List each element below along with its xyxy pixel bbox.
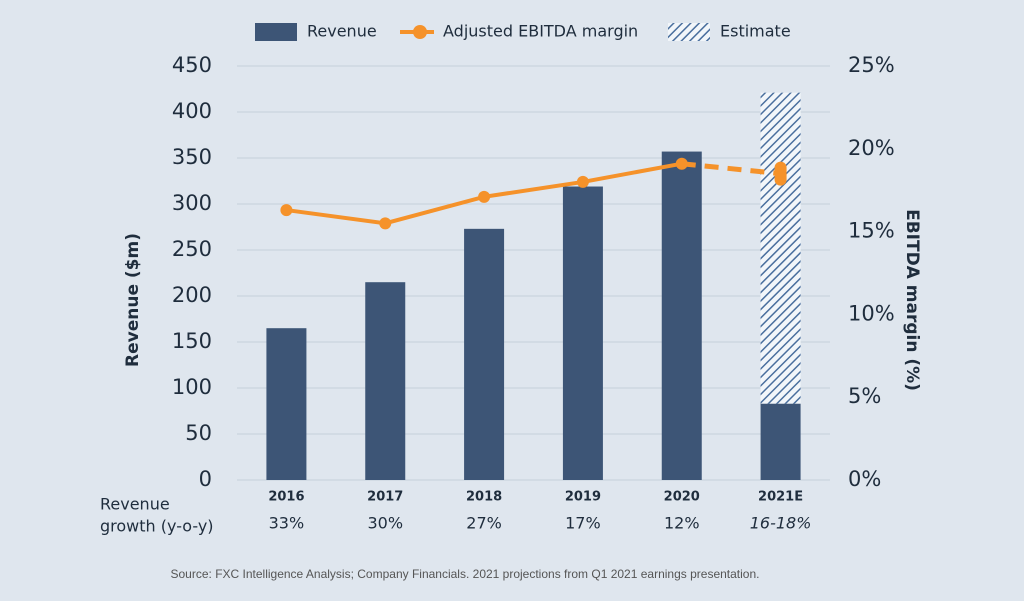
- source-note: Source: FXC Intelligence Analysis; Compa…: [171, 567, 760, 581]
- legend-swatch: [668, 23, 710, 41]
- legend-label: Estimate: [720, 22, 791, 41]
- marker: [576, 175, 589, 188]
- estimate-bar: [760, 92, 801, 404]
- bar: [661, 151, 702, 480]
- marker: [379, 217, 392, 230]
- growth-label: 17%: [565, 514, 601, 533]
- y2-tick-label: 0%: [848, 467, 881, 491]
- y-tick-label: 300: [172, 191, 212, 215]
- x-tick-label: 2018: [466, 490, 502, 505]
- bar: [562, 186, 603, 480]
- marker-estimate: [774, 161, 787, 186]
- y2-tick-label: 10%: [848, 301, 895, 325]
- marker: [478, 190, 491, 203]
- y2-tick-label: 25%: [848, 53, 895, 77]
- y2-axis-label: EBITDA margin (%): [902, 209, 922, 391]
- x-tick-label: 2019: [565, 490, 601, 505]
- growth-label: 30%: [367, 514, 403, 533]
- legend-label: Adjusted EBITDA margin: [443, 22, 638, 41]
- growth-label: 16-18%: [750, 514, 812, 533]
- y-tick-label: 150: [172, 329, 212, 353]
- y-tick-label: 100: [172, 375, 212, 399]
- bar: [365, 282, 406, 480]
- legend-marker: [413, 25, 427, 39]
- y-tick-label: 0: [199, 467, 212, 491]
- bar: [266, 328, 307, 480]
- y-tick-label: 200: [172, 283, 212, 307]
- bar: [760, 403, 801, 480]
- legend-swatch: [255, 23, 297, 41]
- y-tick-label: 350: [172, 145, 212, 169]
- y-tick-label: 50: [185, 421, 212, 445]
- x-tick-label: 2021E: [758, 490, 803, 505]
- growth-label: 12%: [664, 514, 700, 533]
- growth-title: Revenue: [100, 495, 170, 514]
- growth-title: growth (y-o-y): [100, 517, 214, 536]
- legend-label: Revenue: [307, 22, 377, 41]
- y-tick-label: 400: [172, 99, 212, 123]
- y-tick-label: 450: [172, 53, 212, 77]
- y-tick-label: 250: [172, 237, 212, 261]
- x-tick-label: 2017: [367, 490, 403, 505]
- marker: [675, 157, 688, 170]
- growth-label: 27%: [466, 514, 502, 533]
- line-estimate: [681, 161, 781, 177]
- y2-tick-label: 15%: [848, 219, 895, 243]
- y-axis-label: Revenue ($m): [123, 233, 143, 367]
- bar: [464, 228, 505, 480]
- x-tick-label: 2016: [268, 490, 304, 505]
- marker: [280, 204, 293, 217]
- growth-label: 33%: [269, 514, 305, 533]
- y2-tick-label: 20%: [848, 136, 895, 160]
- x-tick-label: 2020: [664, 490, 700, 505]
- y2-tick-label: 5%: [848, 384, 881, 408]
